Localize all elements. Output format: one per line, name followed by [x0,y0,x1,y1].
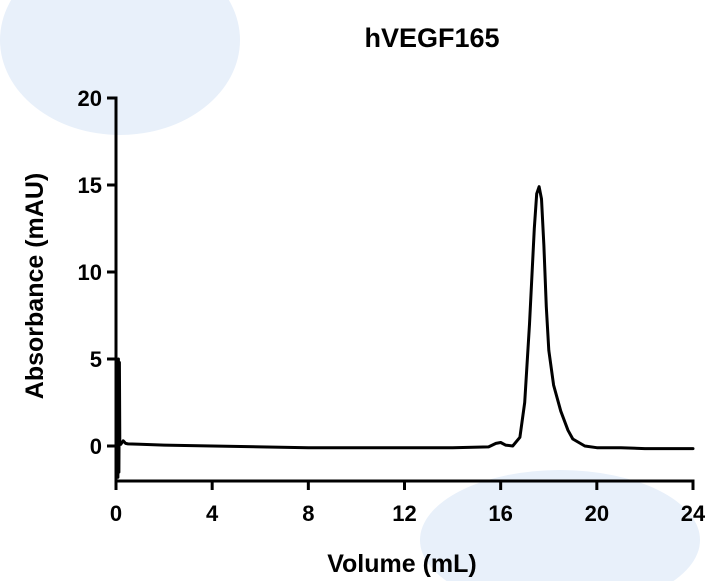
x-tick-label: 8 [302,501,314,526]
y-tick-label: 20 [78,86,102,111]
x-tick-label: 24 [681,501,705,526]
plot-area [114,185,695,479]
y-tick-label: 5 [90,347,102,372]
x-tick-label: 20 [585,501,609,526]
y-axis-ticks: 0 5 10 15 20 [78,86,116,459]
x-tick-label: 4 [206,501,219,526]
x-tick-label: 16 [488,501,512,526]
y-tick-label: 0 [90,434,102,459]
absorbance-trace [114,185,695,479]
x-axis-title: Volume (mL) [327,550,477,578]
y-tick-label: 10 [78,260,102,285]
x-tick-label: 12 [392,501,416,526]
chart-title: hVEGF165 [364,23,499,53]
x-tick-label: 0 [110,501,122,526]
y-axis-title: Absorbance (mAU) [21,173,49,399]
y-tick-label: 15 [78,173,102,198]
